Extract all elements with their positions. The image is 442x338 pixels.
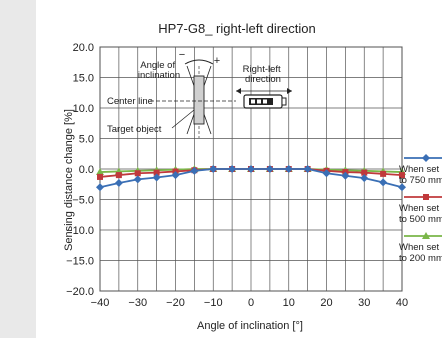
- x-tick-label: −30: [128, 297, 147, 309]
- data-point: [97, 173, 103, 180]
- data-point: [115, 172, 122, 179]
- y-tick-label: 20.0: [73, 42, 94, 54]
- inset-target-object: [193, 75, 205, 125]
- x-axis-label: Angle of inclination [°]: [197, 320, 303, 332]
- data-point: [322, 169, 331, 178]
- legend-marker: [423, 194, 429, 200]
- data-point: [265, 165, 274, 173]
- x-tick-label: 10: [283, 297, 295, 309]
- legend-marker: [422, 154, 430, 162]
- data-point: [360, 174, 369, 183]
- data-point: [209, 165, 218, 173]
- inset-arrow-left: [236, 88, 241, 94]
- data-point: [152, 173, 161, 182]
- inset-sensor-connector: [281, 97, 287, 106]
- legend-label-line2: to 200 mm: [399, 253, 442, 264]
- x-tick-label: −10: [204, 297, 223, 309]
- x-tick-label: 40: [396, 297, 408, 309]
- y-tick-label: −20.0: [66, 286, 94, 298]
- inset-direction-label-line1: Right-left: [243, 64, 281, 75]
- x-tick-label: 30: [358, 297, 370, 309]
- data-point: [171, 171, 180, 180]
- data-point: [228, 165, 237, 173]
- legend-label-line1: When set: [399, 203, 439, 214]
- inset-sensor-window-1: [251, 99, 255, 104]
- y-tick-label: 10.0: [73, 103, 94, 115]
- data-point: [398, 183, 406, 192]
- x-tick-label: 20: [320, 297, 332, 309]
- axis-ticks: −40 −30 −20 −10 0 10 20 30 40 20.0 15.0 10.0 5.0 0.0 −…: [66, 42, 408, 309]
- data-point: [380, 170, 387, 177]
- data-point: [134, 170, 141, 177]
- data-point: [247, 165, 255, 173]
- data-point: [133, 175, 142, 184]
- inset-arrow-right: [287, 88, 292, 94]
- legend-label-line2: to 750 mm: [399, 175, 442, 186]
- inset-angle-label-line1: Angle of: [140, 60, 175, 71]
- data-point: [303, 165, 312, 173]
- data-point: [114, 179, 123, 188]
- data-point: [379, 178, 388, 187]
- data-point: [399, 172, 405, 179]
- inset-sensor-window-3: [263, 99, 267, 104]
- x-tick-label: 0: [248, 297, 254, 309]
- data-point: [190, 166, 199, 175]
- y-tick-label: 0.0: [79, 164, 94, 176]
- y-tick-label: −5.0: [72, 195, 94, 207]
- series-layer: [96, 165, 406, 192]
- y-tick-label: 5.0: [79, 134, 94, 146]
- data-point: [96, 183, 104, 192]
- inset-angle-label-line2: inclination: [138, 70, 180, 81]
- y-tick-label: −10.0: [66, 225, 94, 237]
- data-point: [341, 171, 350, 180]
- x-tick-label: −40: [91, 297, 110, 309]
- legend-label-line1: When set: [399, 242, 439, 253]
- y-tick-label: 15.0: [73, 73, 94, 85]
- inset-center-line-label: Center line: [107, 96, 153, 107]
- data-point: [361, 169, 368, 176]
- inset-minus-sign: −: [179, 49, 185, 61]
- inset-direction-label: Right-left direction: [243, 64, 284, 85]
- inset-angle-label: Angle of inclination: [138, 60, 180, 81]
- data-point: [153, 169, 160, 176]
- legend-label-line2: to 500 mm: [399, 214, 442, 225]
- inset-sensor-window-2: [257, 99, 261, 104]
- y-axis-label: Sensing distance change [%]: [63, 109, 75, 251]
- inset-direction-label-line2: direction: [245, 74, 281, 85]
- series-diamond: [96, 165, 406, 192]
- inset-diagram: Angle of inclination − + Center line Tar…: [107, 49, 292, 138]
- inset-plus-sign: +: [214, 55, 220, 67]
- inset-angle-arc: [184, 59, 214, 65]
- inset-target-leader: [171, 109, 195, 129]
- legend-label-line1: When set: [399, 164, 439, 175]
- x-tick-label: −20: [166, 297, 185, 309]
- chart-title: HP7-G8_ right-left direction: [158, 21, 316, 36]
- y-tick-label: −15.0: [66, 256, 94, 268]
- data-point: [284, 165, 293, 173]
- inset-target-label: Target object: [107, 124, 162, 135]
- data-point: [96, 168, 104, 176]
- legend-marker: [422, 232, 430, 239]
